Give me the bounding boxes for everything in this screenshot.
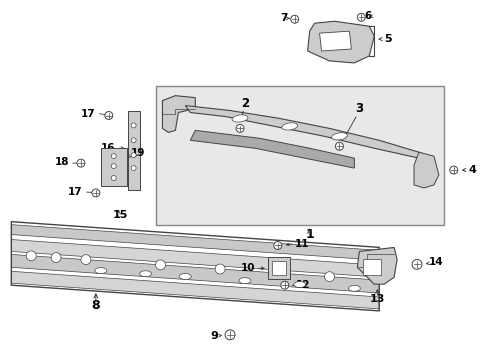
Circle shape (111, 164, 116, 168)
Circle shape (335, 142, 343, 150)
Circle shape (224, 330, 235, 340)
Text: 5: 5 (384, 34, 391, 44)
Circle shape (111, 176, 116, 180)
Text: 14: 14 (428, 257, 443, 267)
Circle shape (280, 281, 288, 289)
Ellipse shape (293, 282, 305, 288)
Ellipse shape (347, 285, 360, 291)
Circle shape (104, 112, 113, 120)
Ellipse shape (232, 115, 247, 122)
Text: 15: 15 (113, 210, 128, 220)
Bar (363, 260, 381, 275)
Bar (155, 86, 443, 225)
Polygon shape (11, 271, 379, 309)
Text: 7: 7 (280, 13, 287, 23)
Text: 18: 18 (54, 157, 69, 167)
Polygon shape (319, 31, 351, 51)
Circle shape (131, 153, 136, 158)
Circle shape (81, 255, 91, 265)
Circle shape (111, 154, 116, 159)
Circle shape (131, 166, 136, 171)
Circle shape (236, 125, 244, 132)
Polygon shape (307, 21, 373, 63)
Polygon shape (162, 96, 195, 132)
Circle shape (274, 268, 284, 278)
Ellipse shape (239, 278, 250, 284)
Circle shape (92, 189, 100, 197)
Polygon shape (11, 255, 379, 293)
Polygon shape (11, 225, 379, 260)
Circle shape (273, 242, 281, 249)
Text: 17: 17 (81, 108, 96, 118)
Circle shape (26, 251, 36, 261)
Polygon shape (11, 239, 379, 277)
Circle shape (215, 264, 224, 274)
Text: 10: 10 (240, 263, 254, 273)
Polygon shape (185, 105, 433, 163)
Polygon shape (190, 130, 354, 168)
Bar (271, 261, 285, 275)
Text: 19: 19 (130, 148, 145, 158)
Circle shape (290, 15, 298, 23)
Circle shape (131, 138, 136, 143)
Ellipse shape (95, 267, 106, 274)
Circle shape (131, 123, 136, 128)
Ellipse shape (179, 274, 191, 279)
Text: 6: 6 (363, 11, 370, 21)
Circle shape (77, 159, 85, 167)
Circle shape (324, 272, 334, 282)
Polygon shape (357, 247, 396, 284)
Text: 17: 17 (68, 187, 83, 197)
Circle shape (449, 166, 457, 174)
Bar (101, 148, 126, 186)
Ellipse shape (331, 133, 346, 140)
Text: 3: 3 (355, 102, 363, 115)
Text: 8: 8 (91, 298, 100, 311)
Text: 1: 1 (305, 228, 313, 241)
Circle shape (357, 13, 365, 21)
Circle shape (411, 260, 421, 269)
Ellipse shape (139, 271, 151, 277)
Circle shape (51, 253, 61, 262)
Bar (267, 257, 289, 279)
Circle shape (155, 260, 165, 270)
Text: 2: 2 (241, 97, 248, 110)
Ellipse shape (281, 123, 297, 130)
Polygon shape (413, 152, 438, 188)
Text: 4: 4 (468, 165, 476, 175)
Text: 11: 11 (294, 239, 308, 248)
Bar (127, 111, 139, 190)
Text: 12: 12 (295, 280, 309, 290)
Text: 9: 9 (210, 331, 218, 341)
Text: 16: 16 (101, 143, 116, 153)
Text: 13: 13 (369, 294, 384, 304)
